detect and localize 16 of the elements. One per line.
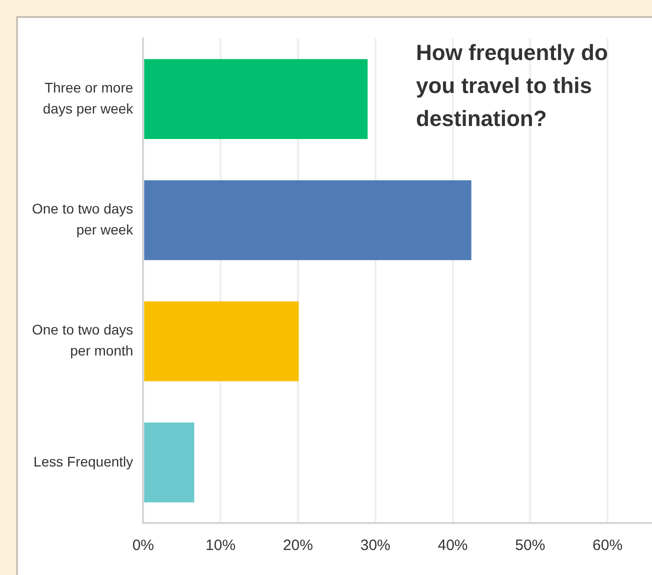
bar <box>144 301 299 382</box>
text: How frequently do you travel to this destination? <box>416 39 609 133</box>
bar <box>144 59 368 140</box>
bar <box>144 180 472 260</box>
x-tick-label: 40% <box>438 537 468 554</box>
x-tick-label: 30% <box>360 537 390 554</box>
y-tick-label: One to two days per week <box>32 200 134 238</box>
x-tick-label: 60% <box>592 537 623 554</box>
y-tick-label: Less Frequently <box>34 453 134 470</box>
x-tick-label: 20% <box>282 537 313 554</box>
x-tick-label: 0% <box>132 537 154 554</box>
x-tick-label: 50% <box>515 537 546 554</box>
bar <box>144 422 194 502</box>
y-tick-label: Three or more days per week <box>42 79 134 116</box>
y-tick-label: One to two days per month <box>32 322 134 359</box>
x-tick-label: 10% <box>206 537 236 554</box>
